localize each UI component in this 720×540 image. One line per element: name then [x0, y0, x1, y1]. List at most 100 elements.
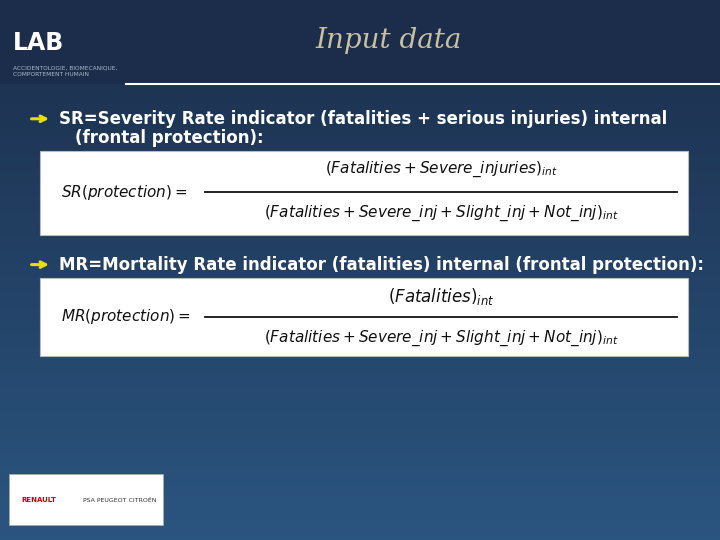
Bar [0, 475, 720, 478]
Bar [0, 111, 720, 113]
Bar [0, 297, 720, 300]
Bar [0, 446, 720, 448]
Bar [0, 57, 720, 59]
Text: LAB: LAB [13, 31, 64, 55]
Text: $(Fatalities + Severe\_inj + Slight\_inj + Not\_inj)_{int}$: $(Fatalities + Severe\_inj + Slight\_inj… [264, 329, 618, 348]
Bar [0, 92, 720, 94]
Bar [0, 265, 720, 267]
FancyBboxPatch shape [40, 151, 688, 235]
Bar [0, 356, 720, 359]
Bar [0, 94, 720, 97]
Bar [0, 119, 720, 122]
Bar [0, 346, 720, 348]
Bar [0, 464, 720, 467]
Bar [0, 32, 720, 35]
Bar [0, 278, 720, 281]
Bar [0, 389, 720, 392]
Text: MR=Mortality Rate indicator (fatalities) internal (frontal protection):: MR=Mortality Rate indicator (fatalities)… [59, 255, 704, 274]
Bar [0, 351, 720, 354]
Bar [0, 397, 720, 400]
Text: ACCIDENTOLOGIE, BIOMECANIQUE,
COMPORTEMENT HUMAIN: ACCIDENTOLOGIE, BIOMECANIQUE, COMPORTEME… [13, 66, 117, 77]
Bar [0, 494, 720, 497]
Bar [0, 108, 720, 111]
Text: $(Fatalities + Severe\_inj + Slight\_inj + Not\_inj)_{int}$: $(Fatalities + Severe\_inj + Slight\_inj… [264, 204, 618, 223]
Bar [0, 497, 720, 500]
Bar [0, 302, 720, 305]
Bar [0, 451, 720, 454]
Bar [0, 246, 720, 248]
Bar [0, 359, 720, 362]
Bar [0, 221, 720, 224]
Bar [0, 316, 720, 319]
Bar [0, 408, 720, 410]
Bar [0, 181, 720, 184]
Bar [0, 0, 720, 84]
Bar [0, 462, 720, 464]
Bar [0, 486, 720, 489]
Bar [0, 521, 720, 524]
Bar [0, 0, 720, 3]
Bar [0, 300, 720, 302]
Bar [0, 127, 720, 130]
Bar [0, 392, 720, 394]
Bar [0, 97, 720, 100]
Bar [0, 500, 720, 502]
Bar [0, 383, 720, 386]
Bar [0, 202, 720, 205]
Bar [0, 343, 720, 346]
Bar [0, 524, 720, 526]
Bar [0, 405, 720, 408]
Bar [0, 230, 720, 232]
Bar [0, 178, 720, 181]
Bar [0, 335, 720, 338]
Bar [0, 292, 720, 294]
Bar [0, 197, 720, 200]
Bar [0, 256, 720, 259]
Bar [0, 327, 720, 329]
Bar [0, 437, 720, 440]
Bar [0, 243, 720, 246]
Bar [0, 289, 720, 292]
Bar [0, 483, 720, 486]
Bar [0, 19, 720, 22]
Bar [0, 124, 720, 127]
Bar [0, 281, 720, 284]
Bar [0, 30, 720, 32]
Bar [0, 62, 720, 65]
Bar [0, 5, 720, 8]
Bar [0, 470, 720, 472]
Bar [0, 370, 720, 373]
Bar [0, 381, 720, 383]
Bar [0, 103, 720, 105]
Bar [0, 122, 720, 124]
Bar [0, 22, 720, 24]
Bar [0, 308, 720, 310]
Bar [0, 332, 720, 335]
Bar [0, 284, 720, 286]
Bar [0, 240, 720, 243]
Bar [0, 189, 720, 192]
Bar [0, 165, 720, 167]
Bar [0, 378, 720, 381]
Bar [0, 38, 720, 40]
Bar [0, 16, 720, 19]
Bar [0, 529, 720, 532]
Bar [0, 157, 720, 159]
Text: $MR(protection) =$: $MR(protection) =$ [61, 307, 192, 327]
Bar [0, 400, 720, 402]
Bar [0, 254, 720, 256]
Bar [0, 232, 720, 235]
Bar [0, 49, 720, 51]
Bar [0, 100, 720, 103]
Bar [0, 319, 720, 321]
FancyBboxPatch shape [9, 474, 163, 525]
Bar [0, 51, 720, 54]
Bar [0, 421, 720, 424]
Bar [0, 14, 720, 16]
Bar [0, 456, 720, 459]
Bar [0, 454, 720, 456]
Bar [0, 532, 720, 535]
Bar [0, 491, 720, 494]
Bar [0, 535, 720, 537]
Bar [0, 235, 720, 238]
